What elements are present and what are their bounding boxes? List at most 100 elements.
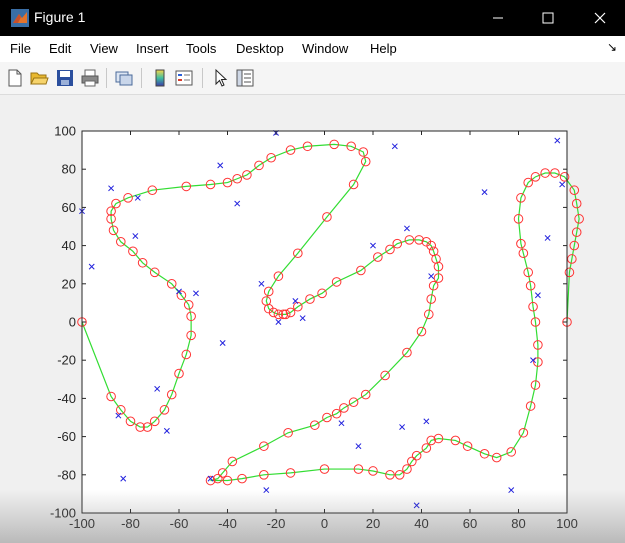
y-tick-label: -80 [57, 467, 76, 482]
route-point [242, 170, 252, 180]
route-point [404, 235, 415, 245]
route-point [263, 286, 274, 297]
route-point [128, 246, 138, 257]
pointer-icon[interactable] [211, 68, 231, 88]
maximize-button[interactable] [525, 0, 571, 36]
route-point [569, 185, 580, 196]
menu-view[interactable]: View [90, 41, 118, 56]
scatter-point [554, 137, 561, 144]
y-tick-label: 100 [54, 124, 76, 139]
route-point [402, 464, 412, 474]
route-point [373, 252, 383, 262]
menu-edit[interactable]: Edit [49, 41, 72, 56]
menu-help[interactable]: Help [370, 41, 397, 56]
save-icon[interactable] [55, 68, 75, 88]
route-point [186, 311, 196, 322]
scatter-point [88, 263, 95, 270]
close-button[interactable] [577, 0, 623, 36]
route-point [166, 279, 177, 289]
plot-axes[interactable]: -100 -80 -60 -40 -20 0 20 40 60 80 100 -100 -80 -60 -4… [0, 95, 625, 543]
route-point [392, 238, 403, 249]
legend-icon[interactable] [174, 68, 194, 88]
route-point [348, 179, 359, 190]
toolbar-separator [202, 68, 203, 88]
route-point [232, 173, 242, 184]
scatter-point [391, 143, 398, 150]
x-tick-label: 60 [463, 516, 477, 531]
route-point [259, 441, 269, 451]
menu-file[interactable]: File [10, 41, 31, 56]
route-point [149, 267, 160, 278]
menu-desktop[interactable]: Desktop [236, 41, 284, 56]
route-point [525, 401, 536, 411]
y-tick-label: 60 [62, 200, 76, 215]
open-file-icon[interactable] [29, 68, 49, 88]
route-point [213, 473, 223, 484]
route-point [339, 403, 349, 413]
toolbar-separator [106, 68, 107, 88]
menu-window[interactable]: Window [302, 41, 349, 56]
route-point [280, 309, 291, 320]
route-point [268, 307, 279, 318]
route-point [433, 273, 444, 283]
route-point [530, 380, 541, 390]
print-icon[interactable] [80, 68, 100, 88]
route-line [81, 143, 580, 482]
scatter-point [134, 194, 141, 201]
x-tick-label: 0 [321, 516, 328, 531]
route-point [205, 179, 216, 190]
route-point [450, 435, 461, 446]
route-point [222, 475, 233, 486]
x-tick-label: 80 [511, 516, 525, 531]
route-point [174, 368, 184, 379]
route-point [462, 441, 473, 451]
scatter-point [508, 487, 515, 494]
scatter-point [559, 181, 566, 188]
link-icon[interactable] [114, 68, 134, 88]
route-point [356, 265, 366, 276]
scatter-point [219, 340, 226, 346]
y-tick-label: 20 [62, 276, 76, 291]
scatter-point [530, 357, 537, 364]
menu-insert[interactable]: Insert [136, 41, 169, 56]
route-point [516, 193, 526, 203]
route-point [106, 214, 116, 224]
x-tick-label: -40 [218, 516, 237, 531]
route-point [222, 177, 233, 188]
property-editor-icon[interactable] [235, 68, 255, 88]
x-tick-label: -60 [170, 516, 189, 531]
menu-tools[interactable]: Tools [186, 41, 217, 56]
route-point [254, 160, 264, 171]
scatter-point [299, 315, 306, 322]
route-point [346, 141, 356, 152]
route-point [149, 416, 160, 427]
route-point [111, 198, 121, 209]
route-point [285, 307, 296, 318]
route-point [237, 473, 247, 484]
route-point [571, 227, 582, 238]
colorbar-icon[interactable] [150, 68, 170, 88]
route-point [116, 405, 126, 415]
y-tick-label: -60 [57, 429, 76, 444]
route-point [402, 347, 412, 358]
matlab-logo-icon [11, 9, 29, 27]
route-point [559, 172, 570, 182]
route-point [116, 236, 126, 247]
route-point [227, 456, 238, 467]
route-point [259, 470, 269, 480]
route-point [137, 257, 148, 268]
minimize-button[interactable] [475, 0, 521, 36]
route-point [411, 450, 422, 461]
new-figure-icon[interactable] [5, 68, 25, 88]
maximize-icon [542, 12, 554, 24]
minimize-icon [493, 17, 503, 19]
menu-dock-arrow-icon[interactable]: ↘ [606, 40, 617, 54]
x-tick-label: -80 [121, 516, 140, 531]
route-point [285, 468, 296, 478]
scatter-point [428, 273, 435, 280]
route-point [385, 470, 395, 480]
route-point [181, 181, 192, 192]
route-point [530, 172, 541, 182]
x-tick-label: 40 [414, 516, 428, 531]
route-point [569, 240, 580, 251]
